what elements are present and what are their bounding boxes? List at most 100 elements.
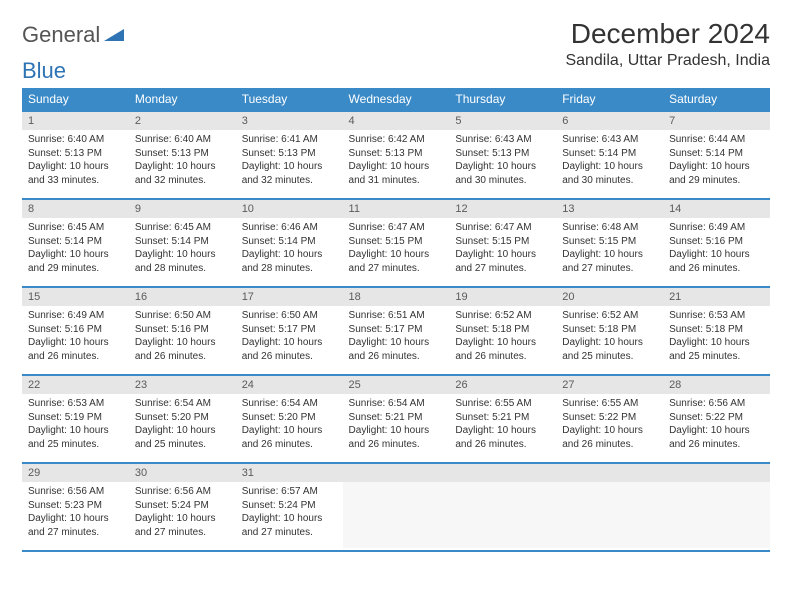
calendar-day-cell: 15Sunrise: 6:49 AMSunset: 5:16 PMDayligh… <box>22 287 129 375</box>
day-details: Sunrise: 6:56 AMSunset: 5:23 PMDaylight:… <box>22 482 129 543</box>
sunrise-text: Sunrise: 6:47 AM <box>455 221 550 235</box>
sunset-text: Sunset: 5:14 PM <box>28 235 123 249</box>
sunset-text: Sunset: 5:15 PM <box>455 235 550 249</box>
calendar-day-cell: 17Sunrise: 6:50 AMSunset: 5:17 PMDayligh… <box>236 287 343 375</box>
calendar-day-cell: 21Sunrise: 6:53 AMSunset: 5:18 PMDayligh… <box>663 287 770 375</box>
sunset-text: Sunset: 5:22 PM <box>669 411 764 425</box>
daylight-text: Daylight: 10 hours and 27 minutes. <box>28 512 123 539</box>
sunrise-text: Sunrise: 6:47 AM <box>349 221 444 235</box>
calendar-day-cell: 2Sunrise: 6:40 AMSunset: 5:13 PMDaylight… <box>129 111 236 199</box>
calendar-day-cell: 30Sunrise: 6:56 AMSunset: 5:24 PMDayligh… <box>129 463 236 551</box>
day-details: Sunrise: 6:54 AMSunset: 5:21 PMDaylight:… <box>343 394 450 455</box>
sunset-text: Sunset: 5:14 PM <box>669 147 764 161</box>
sunset-text: Sunset: 5:17 PM <box>242 323 337 337</box>
day-number: 12 <box>449 200 556 218</box>
day-details: Sunrise: 6:55 AMSunset: 5:21 PMDaylight:… <box>449 394 556 455</box>
day-details: Sunrise: 6:50 AMSunset: 5:16 PMDaylight:… <box>129 306 236 367</box>
daylight-text: Daylight: 10 hours and 26 minutes. <box>349 336 444 363</box>
sunset-text: Sunset: 5:16 PM <box>669 235 764 249</box>
daylight-text: Daylight: 10 hours and 25 minutes. <box>669 336 764 363</box>
calendar-day-cell: 24Sunrise: 6:54 AMSunset: 5:20 PMDayligh… <box>236 375 343 463</box>
day-details: Sunrise: 6:44 AMSunset: 5:14 PMDaylight:… <box>663 130 770 191</box>
sunrise-text: Sunrise: 6:48 AM <box>562 221 657 235</box>
calendar-day-cell: 31Sunrise: 6:57 AMSunset: 5:24 PMDayligh… <box>236 463 343 551</box>
calendar-day-cell: 22Sunrise: 6:53 AMSunset: 5:19 PMDayligh… <box>22 375 129 463</box>
daylight-text: Daylight: 10 hours and 26 minutes. <box>669 424 764 451</box>
calendar-week-row: 1Sunrise: 6:40 AMSunset: 5:13 PMDaylight… <box>22 111 770 199</box>
calendar-day-cell: 8Sunrise: 6:45 AMSunset: 5:14 PMDaylight… <box>22 199 129 287</box>
calendar-week-row: 8Sunrise: 6:45 AMSunset: 5:14 PMDaylight… <box>22 199 770 287</box>
calendar-day-cell: 5Sunrise: 6:43 AMSunset: 5:13 PMDaylight… <box>449 111 556 199</box>
day-details: Sunrise: 6:56 AMSunset: 5:22 PMDaylight:… <box>663 394 770 455</box>
calendar-day-cell: 10Sunrise: 6:46 AMSunset: 5:14 PMDayligh… <box>236 199 343 287</box>
day-number: 15 <box>22 288 129 306</box>
logo-triangle-icon <box>104 25 124 46</box>
day-number: 20 <box>556 288 663 306</box>
sunrise-text: Sunrise: 6:43 AM <box>562 133 657 147</box>
daylight-text: Daylight: 10 hours and 28 minutes. <box>135 248 230 275</box>
sunset-text: Sunset: 5:16 PM <box>28 323 123 337</box>
day-details: Sunrise: 6:41 AMSunset: 5:13 PMDaylight:… <box>236 130 343 191</box>
sunset-text: Sunset: 5:20 PM <box>135 411 230 425</box>
day-details: Sunrise: 6:57 AMSunset: 5:24 PMDaylight:… <box>236 482 343 543</box>
day-details: Sunrise: 6:54 AMSunset: 5:20 PMDaylight:… <box>236 394 343 455</box>
day-number: 11 <box>343 200 450 218</box>
daylight-text: Daylight: 10 hours and 26 minutes. <box>669 248 764 275</box>
calendar-day-cell: 18Sunrise: 6:51 AMSunset: 5:17 PMDayligh… <box>343 287 450 375</box>
calendar-day-cell: 13Sunrise: 6:48 AMSunset: 5:15 PMDayligh… <box>556 199 663 287</box>
sunrise-text: Sunrise: 6:51 AM <box>349 309 444 323</box>
calendar-day-cell: 19Sunrise: 6:52 AMSunset: 5:18 PMDayligh… <box>449 287 556 375</box>
sunset-text: Sunset: 5:18 PM <box>669 323 764 337</box>
calendar-day-cell: 6Sunrise: 6:43 AMSunset: 5:14 PMDaylight… <box>556 111 663 199</box>
sunrise-text: Sunrise: 6:44 AM <box>669 133 764 147</box>
day-number: 7 <box>663 112 770 130</box>
sunrise-text: Sunrise: 6:53 AM <box>28 397 123 411</box>
day-details: Sunrise: 6:54 AMSunset: 5:20 PMDaylight:… <box>129 394 236 455</box>
sunrise-text: Sunrise: 6:49 AM <box>28 309 123 323</box>
day-number: 29 <box>22 464 129 482</box>
sunrise-text: Sunrise: 6:55 AM <box>562 397 657 411</box>
day-number: 14 <box>663 200 770 218</box>
sunrise-text: Sunrise: 6:45 AM <box>28 221 123 235</box>
day-details: Sunrise: 6:49 AMSunset: 5:16 PMDaylight:… <box>22 306 129 367</box>
sunrise-text: Sunrise: 6:54 AM <box>242 397 337 411</box>
daylight-text: Daylight: 10 hours and 31 minutes. <box>349 160 444 187</box>
calendar-day-cell <box>343 463 450 551</box>
calendar-day-cell: 29Sunrise: 6:56 AMSunset: 5:23 PMDayligh… <box>22 463 129 551</box>
sunrise-text: Sunrise: 6:55 AM <box>455 397 550 411</box>
daylight-text: Daylight: 10 hours and 33 minutes. <box>28 160 123 187</box>
daylight-text: Daylight: 10 hours and 26 minutes. <box>562 424 657 451</box>
sunset-text: Sunset: 5:14 PM <box>562 147 657 161</box>
sunset-text: Sunset: 5:18 PM <box>455 323 550 337</box>
day-number: 27 <box>556 376 663 394</box>
daylight-text: Daylight: 10 hours and 26 minutes. <box>242 336 337 363</box>
day-number: 21 <box>663 288 770 306</box>
calendar-day-cell: 23Sunrise: 6:54 AMSunset: 5:20 PMDayligh… <box>129 375 236 463</box>
sunrise-text: Sunrise: 6:40 AM <box>28 133 123 147</box>
calendar-day-cell <box>556 463 663 551</box>
day-details: Sunrise: 6:53 AMSunset: 5:18 PMDaylight:… <box>663 306 770 367</box>
daylight-text: Daylight: 10 hours and 26 minutes. <box>135 336 230 363</box>
day-number: 30 <box>129 464 236 482</box>
sunset-text: Sunset: 5:15 PM <box>349 235 444 249</box>
sunset-text: Sunset: 5:13 PM <box>455 147 550 161</box>
weekday-header-row: Sunday Monday Tuesday Wednesday Thursday… <box>22 88 770 111</box>
calendar-day-cell: 12 Sunrise: 6:47 AMSunset: 5:15 PMDayligh… <box>449 199 556 287</box>
sunset-text: Sunset: 5:18 PM <box>562 323 657 337</box>
sunset-text: Sunset: 5:23 PM <box>28 499 123 513</box>
day-number: 9 <box>129 200 236 218</box>
sunset-text: Sunset: 5:21 PM <box>349 411 444 425</box>
sunrise-text: Sunrise: 6:41 AM <box>242 133 337 147</box>
day-details: Sunrise: 6:46 AMSunset: 5:14 PMDaylight:… <box>236 218 343 279</box>
daylight-text: Daylight: 10 hours and 27 minutes. <box>349 248 444 275</box>
sunrise-text: Sunrise: 6:50 AM <box>135 309 230 323</box>
sunset-text: Sunset: 5:13 PM <box>135 147 230 161</box>
day-details: Sunrise: 6:40 AMSunset: 5:13 PMDaylight:… <box>22 130 129 191</box>
sunset-text: Sunset: 5:20 PM <box>242 411 337 425</box>
daylight-text: Daylight: 10 hours and 27 minutes. <box>562 248 657 275</box>
daylight-text: Daylight: 10 hours and 27 minutes. <box>455 248 550 275</box>
daylight-text: Daylight: 10 hours and 26 minutes. <box>349 424 444 451</box>
day-number: 31 <box>236 464 343 482</box>
sunset-text: Sunset: 5:22 PM <box>562 411 657 425</box>
calendar-day-cell: 14Sunrise: 6:49 AMSunset: 5:16 PMDayligh… <box>663 199 770 287</box>
